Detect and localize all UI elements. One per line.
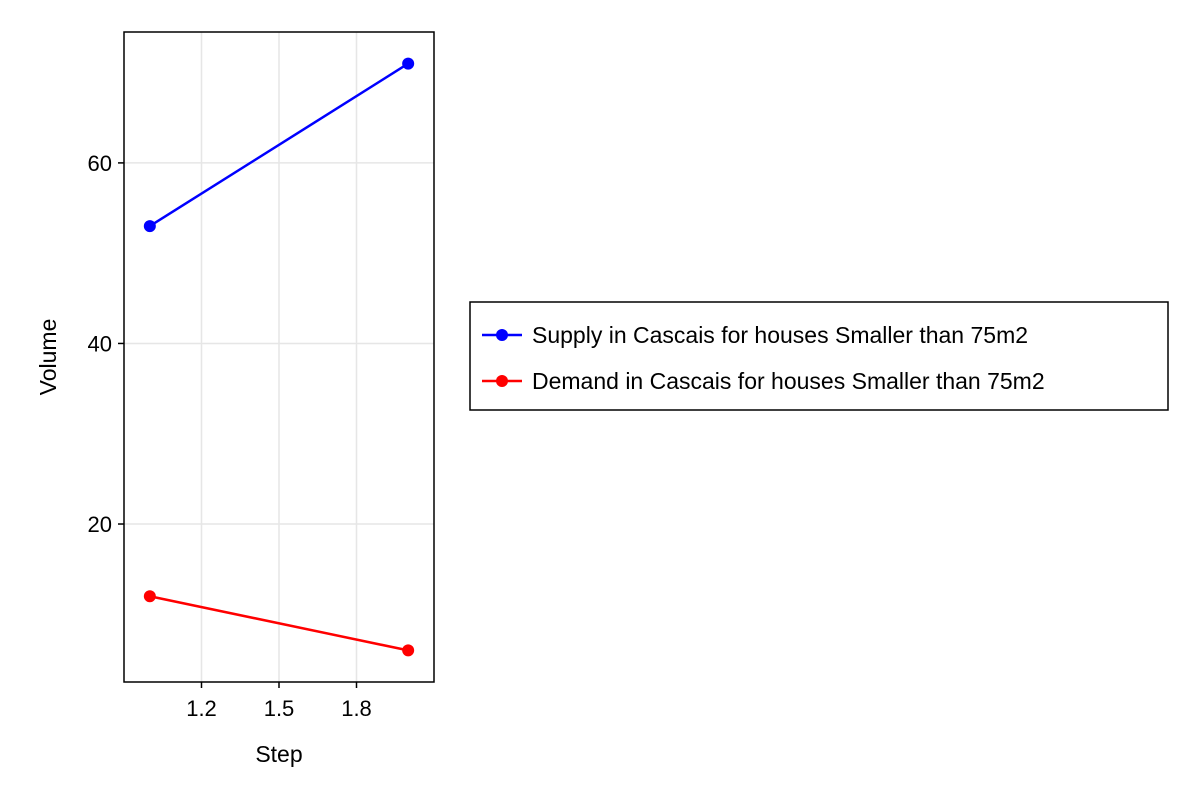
- legend-box: [469, 301, 1169, 411]
- x-tick-label: 1.5: [264, 696, 295, 721]
- axis-ticks: 1.2 1.5 1.8 20 40 60: [88, 151, 372, 721]
- grid-lines: [124, 32, 434, 682]
- legend: Supply in Cascais for houses Smaller tha…: [469, 301, 1169, 411]
- supply-data-point: [143, 220, 156, 233]
- x-tick-label: 1.8: [341, 696, 372, 721]
- demand-series-line: [149, 595, 409, 652]
- demand-data-point: [402, 644, 415, 657]
- x-tick-label: 1.2: [186, 696, 217, 721]
- legend-marker-supply: [496, 329, 508, 341]
- supply-data-point: [402, 57, 415, 70]
- series-lines: [143, 57, 415, 657]
- legend-label-demand: Demand in Cascais for houses Smaller tha…: [532, 368, 1045, 394]
- supply-series-line: [149, 62, 409, 228]
- legend-entry-demand: Demand in Cascais for houses Smaller tha…: [482, 368, 1045, 394]
- legend-entry-supply: Supply in Cascais for houses Smaller tha…: [482, 322, 1028, 348]
- y-tick-label: 20: [88, 512, 112, 537]
- y-tick-label: 60: [88, 151, 112, 176]
- legend-marker-demand: [496, 375, 508, 387]
- legend-label-supply: Supply in Cascais for houses Smaller tha…: [532, 322, 1028, 348]
- y-axis-title: Volume: [35, 319, 61, 396]
- y-tick-label: 40: [88, 331, 112, 356]
- demand-data-point: [143, 590, 156, 603]
- x-axis-title: Step: [255, 741, 302, 767]
